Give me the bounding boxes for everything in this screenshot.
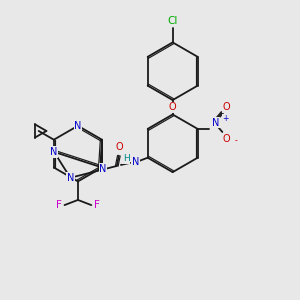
Text: O: O <box>169 102 176 112</box>
Text: O: O <box>115 142 123 152</box>
Text: O: O <box>223 134 230 144</box>
Text: N: N <box>74 121 82 131</box>
Text: N: N <box>50 147 58 157</box>
Text: N: N <box>99 164 107 173</box>
Text: N: N <box>132 157 139 167</box>
Text: O: O <box>223 102 230 112</box>
Text: F: F <box>56 200 62 210</box>
Text: H: H <box>123 154 129 163</box>
Text: +: + <box>222 114 229 123</box>
Text: F: F <box>94 200 99 210</box>
Text: Cl: Cl <box>167 16 178 26</box>
Text: -: - <box>234 136 237 145</box>
Text: N: N <box>212 118 220 128</box>
Text: N: N <box>67 173 74 183</box>
